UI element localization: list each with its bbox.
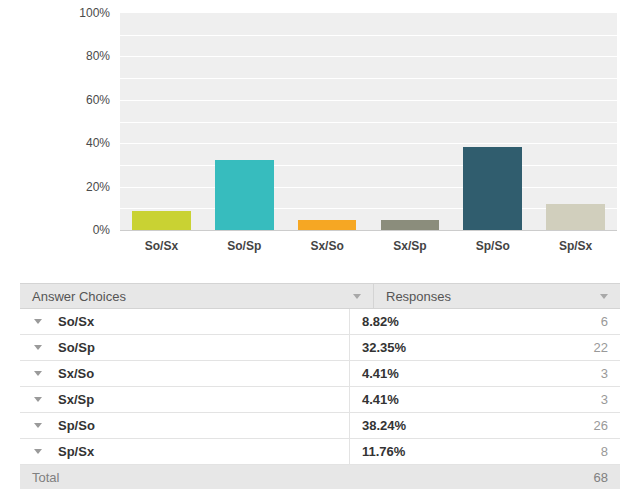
answer-choice-label: Sp/So <box>58 418 95 433</box>
bar-slot <box>120 13 203 230</box>
y-tick-label: 20% <box>86 181 110 193</box>
table-row: So/Sp 32.35% 22 <box>20 335 620 361</box>
table-row: Sx/Sp 4.41% 3 <box>20 387 620 413</box>
total-label: Total <box>32 470 59 485</box>
answer-choice-cell: Sp/Sx <box>20 439 349 464</box>
response-percent: 4.41% <box>362 392 399 407</box>
y-tick-label: 60% <box>86 94 110 106</box>
response-percent: 38.24% <box>362 418 406 433</box>
bar-sx-sp <box>381 220 440 230</box>
bar-sx-so <box>298 220 357 230</box>
row-expand-icon[interactable] <box>34 345 42 350</box>
response-count: 26 <box>594 418 608 433</box>
row-expand-icon[interactable] <box>34 423 42 428</box>
answer-choice-cell: So/Sp <box>20 335 349 360</box>
bar-slot <box>451 13 534 230</box>
responses-cell: 32.35% 22 <box>349 335 620 360</box>
x-axis-label: So/Sp <box>203 234 286 253</box>
sort-dropdown-icon[interactable] <box>353 294 361 299</box>
table-header-row: Answer Choices Responses <box>20 283 620 309</box>
x-axis-label: Sp/Sx <box>534 234 617 253</box>
bar-sp-sx <box>546 204 605 230</box>
table-row: So/Sx 8.82% 6 <box>20 309 620 335</box>
bar-so-sp <box>215 160 274 230</box>
responses-cell: 38.24% 26 <box>349 413 620 438</box>
response-count: 3 <box>601 366 608 381</box>
total-count: 68 <box>594 470 608 485</box>
bars-container <box>120 13 617 230</box>
x-axis-label: So/Sx <box>120 234 203 253</box>
answer-choice-label: So/Sp <box>58 340 95 355</box>
answer-choice-cell: Sx/So <box>20 361 349 386</box>
responses-cell: 4.41% 3 <box>349 361 620 386</box>
row-expand-icon[interactable] <box>34 449 42 454</box>
response-percent: 11.76% <box>362 444 405 459</box>
responses-cell: 8.82% 6 <box>349 309 620 334</box>
y-tick-label: 100% <box>79 7 110 19</box>
column-header-responses[interactable]: Responses <box>373 284 620 308</box>
results-table: Answer Choices Responses So/Sx8.82%6So/S… <box>20 283 620 489</box>
y-tick-label: 40% <box>86 137 110 149</box>
bar-so-sx <box>132 211 191 230</box>
sort-dropdown-icon[interactable] <box>600 294 608 299</box>
bar-slot <box>368 13 451 230</box>
bar-slot <box>203 13 286 230</box>
answer-choice-label: Sx/So <box>58 366 94 381</box>
y-tick-label: 0% <box>93 224 110 236</box>
row-expand-icon[interactable] <box>34 371 42 376</box>
y-axis: 100%80%60%40%20%0% <box>0 13 110 230</box>
row-expand-icon[interactable] <box>34 319 42 324</box>
total-row: Total 68 <box>20 465 620 489</box>
response-count: 6 <box>601 314 608 329</box>
bar-sp-so <box>463 147 522 230</box>
column-header-answer-choices[interactable]: Answer Choices <box>20 284 373 308</box>
answer-choice-label: Sp/Sx <box>58 444 94 459</box>
survey-bar-chart: 100%80%60%40%20%0% So/SxSo/SpSx/SoSx/SpS… <box>0 0 633 260</box>
y-tick-label: 80% <box>86 50 110 62</box>
answer-choice-cell: Sx/Sp <box>20 387 349 412</box>
response-percent: 8.82% <box>362 314 399 329</box>
answer-choice-label: So/Sx <box>58 314 94 329</box>
answer-choice-cell: So/Sx <box>20 309 349 334</box>
table-row: Sx/So 4.41% 3 <box>20 361 620 387</box>
answer-choice-cell: Sp/So <box>20 413 349 438</box>
response-percent: 32.35% <box>362 340 406 355</box>
row-expand-icon[interactable] <box>34 397 42 402</box>
table-row: Sp/So 38.24% 26 <box>20 413 620 439</box>
x-axis-label: Sp/So <box>451 234 534 253</box>
answer-choice-label: Sx/Sp <box>58 392 94 407</box>
response-percent: 4.41% <box>362 366 399 381</box>
table-body: So/Sx8.82%6So/Sp32.35%22Sx/So4.41%3Sx/Sp… <box>20 309 620 465</box>
responses-cell: 4.41% 3 <box>349 387 620 412</box>
x-axis-label: Sx/Sp <box>368 234 451 253</box>
response-count: 8 <box>601 444 608 459</box>
response-count: 3 <box>601 392 608 407</box>
chart-plot-area <box>120 13 617 231</box>
bar-slot <box>286 13 369 230</box>
bar-slot <box>534 13 617 230</box>
response-count: 22 <box>594 340 608 355</box>
table-row: Sp/Sx 11.76% 8 <box>20 439 620 465</box>
responses-cell: 11.76% 8 <box>349 439 620 464</box>
x-axis-label: Sx/So <box>286 234 369 253</box>
responses-header-label: Responses <box>386 289 451 304</box>
x-axis: So/SxSo/SpSx/SoSx/SpSp/SoSp/Sx <box>120 234 617 253</box>
answer-choices-header-label: Answer Choices <box>32 289 126 304</box>
